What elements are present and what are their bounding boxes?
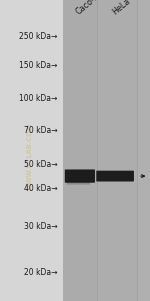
Bar — [0, 0, 63, 301]
Text: 250 kDa→: 250 kDa→ — [19, 32, 58, 41]
Text: 100 kDa→: 100 kDa→ — [19, 94, 58, 103]
FancyBboxPatch shape — [96, 171, 134, 182]
Text: 30 kDa→: 30 kDa→ — [24, 222, 58, 231]
Text: Caco-2: Caco-2 — [74, 0, 102, 17]
Text: 150 kDa→: 150 kDa→ — [19, 61, 58, 70]
Text: 70 kDa→: 70 kDa→ — [24, 126, 58, 135]
FancyBboxPatch shape — [65, 169, 95, 183]
Text: WWW.PTLAB.COM: WWW.PTLAB.COM — [27, 123, 33, 190]
Text: HeLa: HeLa — [111, 0, 132, 17]
Text: 20 kDa→: 20 kDa→ — [24, 268, 58, 277]
Text: 40 kDa→: 40 kDa→ — [24, 184, 58, 193]
Bar — [63, 0, 150, 301]
Bar — [63, 0, 97, 301]
Text: 50 kDa→: 50 kDa→ — [24, 160, 58, 169]
FancyBboxPatch shape — [67, 181, 90, 185]
Bar — [97, 0, 137, 301]
